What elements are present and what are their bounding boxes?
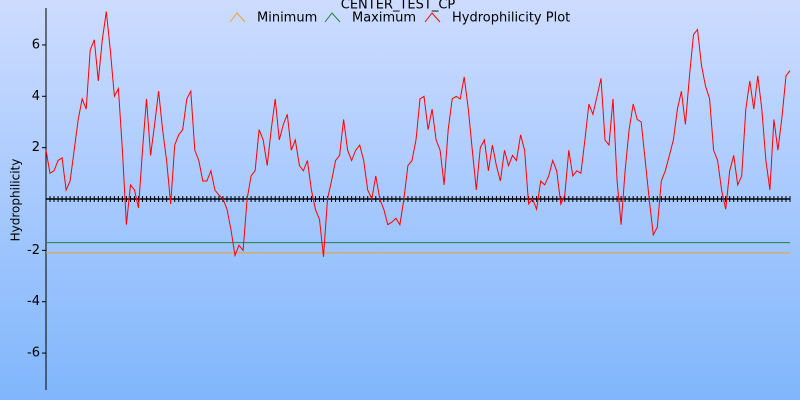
- y-tick-label: -2: [27, 243, 40, 258]
- legend-icon: [229, 12, 246, 23]
- y-tick-label: -6: [27, 346, 40, 361]
- y-tick-label: 2: [32, 140, 40, 155]
- y-tick-label: 6: [32, 37, 40, 52]
- legend-label: Hydrophilicity Plot: [452, 11, 570, 26]
- legend-icon: [324, 12, 341, 23]
- chart-title: CENTER_TEST_CP: [341, 0, 456, 13]
- legend-icon: [424, 12, 441, 23]
- y-tick-label: -4: [27, 294, 40, 309]
- legend-label: Minimum: [257, 11, 317, 26]
- y-axis-label: Hydrophilicity: [9, 159, 23, 242]
- legend-label: Maximum: [352, 11, 416, 26]
- y-tick-label: 4: [32, 89, 40, 104]
- data-line: [45, 11, 791, 258]
